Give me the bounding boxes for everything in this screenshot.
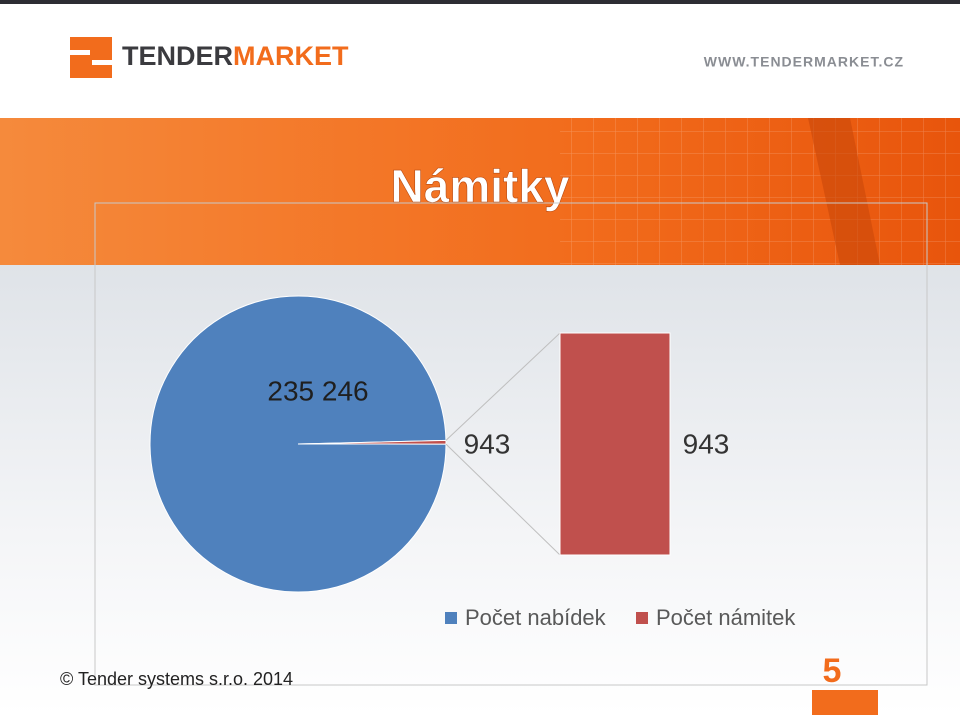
logo-icon [70,37,112,78]
legend-label: Počet námitek [656,605,796,630]
data-label: 943 [683,428,730,459]
chart-frame [94,202,928,686]
bar [559,332,671,556]
top-bar [0,0,960,4]
connector [445,443,561,556]
chart: 235 246 943 943 Počet nabídek Počet námitek [149,295,796,630]
page-bar [812,690,878,715]
logo-dark: TENDER [122,41,233,71]
data-label: 943 [464,428,511,459]
slide-title: Námitky [391,160,570,212]
logo: TENDERMARKET [70,37,349,78]
legend-swatch [445,612,457,624]
banner-grid [560,118,960,265]
data-label: 235 246 [267,375,368,406]
logo-text: TENDERMARKET [122,41,349,71]
content-background [0,265,960,715]
logo-stripe [92,60,112,65]
page-number: 5 [823,652,842,690]
copyright: © Tender systems s.r.o. 2014 [60,669,293,689]
pie-slice [297,439,447,445]
legend-swatch [636,612,648,624]
url: WWW.TENDERMARKET.CZ [704,54,904,70]
legend-label: Počet nabídek [465,605,607,630]
logo-stripe [70,50,90,55]
logo-accent: MARKET [233,41,349,71]
connector [445,332,561,441]
banner-decoration [808,118,880,265]
